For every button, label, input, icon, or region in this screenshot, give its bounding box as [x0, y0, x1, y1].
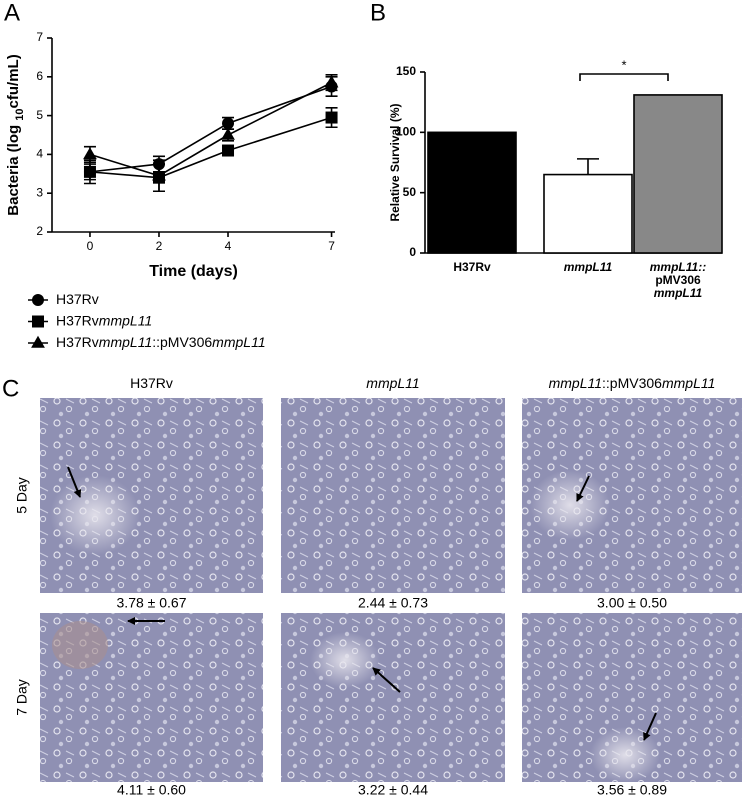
- arrow: [576, 475, 590, 502]
- column-header: mmpL11: [366, 375, 419, 391]
- y-tick-label: 5: [36, 108, 43, 122]
- point: [324, 75, 339, 88]
- point: [83, 165, 96, 178]
- x-tick-label: mmpL11: [654, 286, 703, 300]
- legend-label: H37RvmmpL11: [56, 312, 152, 328]
- arrow: [643, 712, 657, 741]
- micrograph: [281, 613, 505, 782]
- text-part: H37Rv: [130, 375, 173, 391]
- x-tick-label: mmpL11: [564, 260, 613, 274]
- point: [221, 127, 235, 140]
- y-tick-label: 4: [36, 147, 43, 161]
- column-header: H37Rv: [130, 375, 173, 391]
- x-tick-label: H37Rv: [453, 260, 491, 274]
- caption: 4.11 ± 0.60: [117, 782, 186, 798]
- arrow: [67, 466, 82, 498]
- arrow: [372, 667, 401, 693]
- point: [152, 168, 166, 181]
- y-tick-label: 3: [36, 185, 43, 199]
- x-axis-label: Time (days): [149, 263, 238, 280]
- point: [222, 144, 235, 157]
- text-part: mmpL11: [99, 312, 152, 328]
- column-header: mmpL11::pMV306mmpL11: [549, 375, 716, 391]
- y-tick-label: 7: [36, 30, 43, 44]
- point: [222, 117, 235, 130]
- panel-letter: C: [2, 375, 19, 402]
- x-tick-label: 4: [225, 239, 232, 253]
- significance-bracket: [579, 73, 669, 81]
- y-axis-label: Bacteria (log 10cfu/mL): [5, 54, 26, 215]
- panel-letter: B: [370, 0, 386, 26]
- text-part: H37Rv: [56, 334, 99, 350]
- y-tick-label: 6: [36, 69, 43, 83]
- row-label: 5 Day: [14, 477, 30, 514]
- y-tick-label: 100: [396, 125, 416, 139]
- y-tick-label: 150: [396, 64, 416, 78]
- bar: [543, 173, 633, 254]
- y-tick-label: 50: [403, 185, 417, 199]
- y-axis-label: Relative Survival (%): [388, 103, 402, 221]
- bar: [633, 94, 723, 254]
- text-part: mmpL11: [212, 334, 265, 350]
- micrograph-detail: [590, 727, 660, 783]
- bar: [427, 131, 517, 254]
- caption: 3.78 ± 0.67: [117, 595, 187, 611]
- significance-label: *: [621, 57, 626, 72]
- legend-marker: [31, 335, 45, 348]
- text-part: ::pMV306: [602, 375, 662, 391]
- y-tick-label: 0: [409, 245, 416, 259]
- x-tick-label: pMV306: [655, 273, 701, 287]
- x-tick-label: mmpL11::: [650, 260, 706, 274]
- text-part: Bacteria (log: [5, 121, 22, 216]
- micrographs: [40, 398, 742, 783]
- text-part: mmpL11: [99, 334, 152, 350]
- text-part: cfu/mL): [5, 54, 22, 108]
- micrograph: [281, 398, 505, 593]
- micrograph-detail: [530, 470, 610, 540]
- text-part: mmpL11: [366, 375, 419, 391]
- legend-label: H37RvmmpL11::pMV306mmpL11: [56, 334, 266, 350]
- text-part: H37Rv: [56, 312, 99, 328]
- x-tick-label: 2: [156, 239, 163, 253]
- panel-letter: A: [4, 0, 20, 26]
- series-line: [89, 116, 332, 179]
- micrograph-detail: [310, 632, 380, 688]
- text-part: mmpL11: [662, 375, 715, 391]
- legend-marker: [32, 315, 44, 328]
- legend-marker: [32, 294, 44, 306]
- error-bar: [577, 158, 599, 175]
- point: [325, 111, 338, 124]
- x-tick-label: 7: [328, 239, 335, 253]
- caption: 2.44 ± 0.73: [358, 595, 428, 611]
- text-part: mmpL11: [549, 375, 602, 391]
- y-tick-label: 2: [36, 224, 43, 238]
- row-label: 7 Day: [14, 679, 30, 716]
- caption: 3.00 ± 0.50: [597, 595, 667, 611]
- text-part: 10: [14, 108, 26, 120]
- text-part: H37Rv: [56, 291, 99, 307]
- x-tick-label: 0: [87, 239, 94, 253]
- series-line: [89, 85, 332, 173]
- point: [83, 147, 97, 160]
- caption: 3.56 ± 0.89: [597, 782, 667, 798]
- legend-label: H37Rv: [56, 291, 99, 307]
- caption: 3.22 ± 0.44: [358, 782, 428, 798]
- micrograph-detail: [52, 621, 108, 669]
- series-line: [89, 81, 332, 177]
- micrograph-detail: [50, 475, 140, 555]
- text-part: ::pMV306: [152, 334, 212, 350]
